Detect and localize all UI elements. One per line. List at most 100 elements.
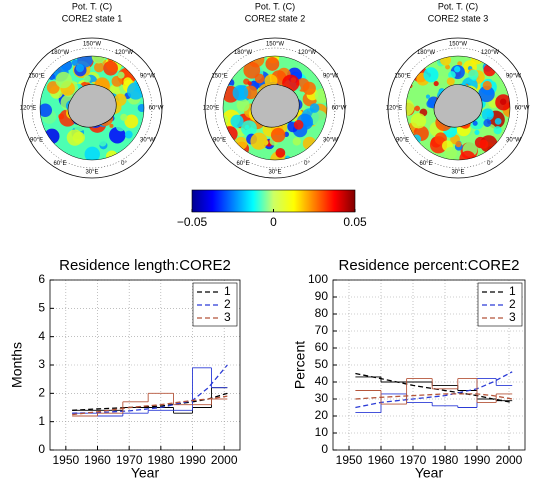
map-blob [46, 81, 60, 94]
map-blob [243, 61, 261, 79]
map-lon-label: 120°W [115, 50, 133, 56]
x-tick-label: 2000 [211, 453, 238, 467]
map-blob [468, 69, 479, 80]
x-tick-label: 1960 [368, 453, 395, 467]
x-tick-label: 1980 [147, 453, 174, 467]
map-blob [247, 81, 252, 86]
map-blob [433, 81, 439, 87]
map-lon-label: 180°W [51, 50, 69, 56]
map-frame-inner [214, 47, 336, 169]
map-field [406, 56, 510, 160]
map-blob [241, 120, 257, 137]
trend-line [355, 393, 513, 400]
y-tick-label: 50 [315, 357, 329, 371]
y-tick-label: 0 [38, 442, 45, 456]
legend-label: 3 [224, 310, 231, 324]
map-lon-label: 0° [121, 161, 127, 167]
trend-line [72, 395, 228, 416]
x-axis-label: Year [131, 465, 160, 481]
map-blob [265, 57, 280, 71]
map-blob [448, 71, 456, 79]
y-tick-label: 100 [308, 272, 328, 286]
map-lon-label: 120°W [298, 50, 316, 56]
map-lon-label: 150°E [28, 74, 44, 80]
map-lon-label: 60°W [149, 106, 164, 112]
y-axis-label: Months [9, 342, 25, 388]
map-blob [83, 75, 91, 83]
map-blob [293, 119, 304, 130]
plot-frame [332, 279, 526, 451]
chart-title: Residence length:CORE2 [59, 257, 231, 274]
x-tick-label: 2000 [496, 453, 523, 467]
y-tick-label: 0 [321, 442, 328, 456]
y-tick-label: 5 [38, 301, 45, 315]
map-blob [275, 147, 286, 158]
map-lon-label: 0° [487, 161, 493, 167]
map-lon-label: 120°E [386, 106, 402, 112]
map-lon-label: 30°W [323, 138, 338, 144]
legend-label: 2 [509, 297, 516, 311]
map-lon-label: 30°E [268, 170, 281, 176]
map-blob [455, 141, 462, 148]
map-field [40, 56, 144, 160]
map-edge [405, 55, 511, 161]
map-lon-label: 150°W [266, 42, 284, 48]
y-tick-label: 10 [315, 425, 329, 439]
map-title: Pot. T. (C) [72, 1, 112, 11]
x-tick-label: 1980 [432, 453, 459, 467]
map-blob [499, 98, 507, 105]
map-blob [55, 71, 72, 89]
map-lon-label: 150°E [394, 74, 410, 80]
map-blob [103, 60, 118, 76]
map-lon-label: 60°E [236, 161, 249, 167]
map-blob [124, 130, 133, 139]
map-blob [459, 150, 476, 160]
colorbar [191, 189, 356, 213]
map-blob [472, 120, 478, 126]
map-blob [230, 114, 244, 128]
map-lon-label: 120°E [203, 106, 219, 112]
map-blob [66, 129, 83, 146]
map-lon-label: 30°E [451, 170, 464, 176]
map-blob [232, 84, 249, 101]
plot-frame [49, 279, 241, 451]
map-blob [109, 123, 114, 128]
x-tick-label: 1970 [400, 453, 427, 467]
map-blob [309, 103, 320, 113]
map-blob [71, 59, 79, 66]
map-blob [434, 132, 447, 145]
map-lon-label: 120°W [481, 50, 499, 56]
y-tick-label: 3 [38, 357, 45, 371]
map-blob [445, 64, 450, 70]
map-lon-label: 30°E [85, 170, 98, 176]
map-title: Pot. T. (C) [438, 1, 478, 11]
x-tick-label: 1990 [464, 453, 491, 467]
map-lon-label: 120°E [20, 106, 36, 112]
map-blob [474, 129, 480, 135]
map-blob [481, 108, 494, 121]
map-blob [302, 81, 316, 95]
legend-label: 1 [509, 284, 516, 298]
map-lon-label: 90°E [30, 138, 43, 144]
legend-label: 3 [509, 310, 516, 324]
x-tick-label: 1970 [116, 453, 143, 467]
y-tick-label: 60 [315, 340, 329, 354]
map-subtitle: CORE2 state 3 [428, 13, 489, 23]
map-lon-label: 90°E [396, 138, 409, 144]
map-blob [270, 127, 286, 143]
map-lon-label: 180°W [234, 50, 252, 56]
y-tick-label: 30 [315, 391, 329, 405]
map-subtitle: CORE2 state 2 [245, 13, 306, 23]
x-axis-label: Year [415, 465, 444, 481]
colorbar-tick-label: 0 [270, 215, 277, 229]
map-lon-label: 90°E [213, 138, 226, 144]
map-blob [114, 93, 127, 106]
map-edge [222, 55, 328, 161]
map-blob [446, 77, 455, 86]
map-blob [493, 126, 502, 135]
map-lon-label: 150°W [83, 42, 101, 48]
x-tick-label: 1990 [179, 453, 206, 467]
map-blob [124, 114, 139, 129]
map-blob [236, 98, 250, 112]
